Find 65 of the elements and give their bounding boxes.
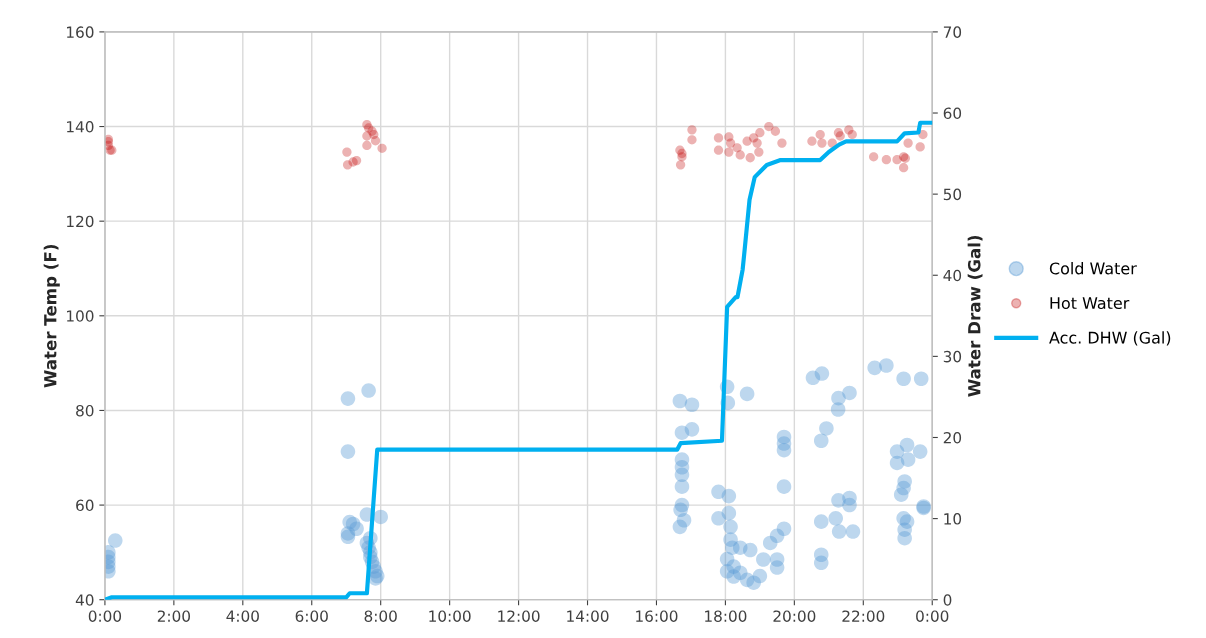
point [677,148,687,159]
point [735,150,745,160]
x-tick-label: 12:00 [498,610,540,622]
point [351,155,362,166]
x-tick-label: 18:00 [705,610,747,622]
point [807,136,817,146]
point [903,138,913,148]
y-tick-label: 100 [67,310,94,322]
point [687,135,697,145]
y-tick-label: 40 [75,594,94,606]
point [755,128,765,138]
y2-axis-title: Water Draw (Gal) [967,235,983,397]
x-tick-label: 14:00 [567,610,609,622]
point [754,147,764,157]
y-tick-label: 60 [76,499,94,512]
point [732,143,742,153]
point [713,133,724,143]
legend-label: Acc. DHW (Gal) [1049,331,1171,346]
y2-tick-label: 40 [943,269,962,282]
y2-tick-label: 10 [944,513,962,525]
y2-tick-label: 20 [943,431,962,444]
point [362,140,372,151]
point [777,138,787,148]
point [713,145,724,155]
point [770,126,781,136]
point [675,160,686,170]
point [898,163,909,173]
point [377,143,387,153]
y2-tick-label: 70 [943,26,962,38]
y-tick-label: 80 [76,404,94,417]
y2-tick-label: 50 [943,188,962,201]
y-tick-label: 160 [67,26,94,38]
point [815,129,825,140]
point [847,129,857,140]
point [370,136,381,146]
x-tick-label: 20:00 [773,610,816,622]
legend-label: Cold Water [1049,262,1137,275]
y-axis-title: Water Temp (F) [43,244,60,388]
point [817,138,827,148]
y2-tick-label: 30 [943,350,962,363]
point [724,147,734,157]
x-tick-label: 0:00 [916,610,949,622]
x-tick-label: 22:00 [842,610,885,622]
x-tick-label: 6:00 [295,610,328,622]
x-tick-label: 10:00 [429,610,471,622]
point [745,153,755,163]
point [725,138,736,148]
point [868,152,879,162]
y2-tick-label: 0 [943,594,952,606]
point [342,147,352,157]
legend-label: Hot Water [1050,297,1130,310]
point [915,142,925,152]
point [752,138,762,148]
x-tick-label: 16:00 [636,610,678,622]
x-tick-label: 0:00 [88,610,122,622]
point [362,131,372,141]
x-tick-label: 2:00 [157,610,190,622]
x-tick-label: 8:00 [364,610,397,622]
y-tick-label: 120 [67,215,94,228]
y-tick-label: 140 [67,121,94,133]
point [764,121,774,132]
x-tick-label: 4:00 [226,610,259,622]
point [687,125,697,135]
point [881,155,892,165]
y2-tick-label: 60 [943,107,962,120]
